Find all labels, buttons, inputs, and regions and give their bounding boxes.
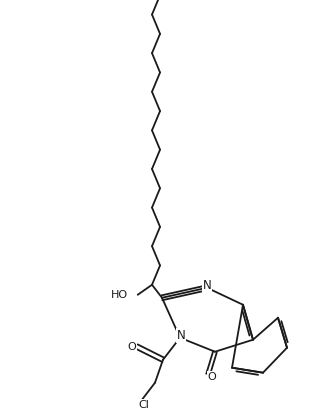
- Text: O: O: [127, 342, 136, 352]
- Text: Cl: Cl: [138, 399, 149, 410]
- Text: HO: HO: [111, 290, 129, 300]
- Text: N: N: [176, 329, 185, 342]
- Text: N: N: [203, 279, 211, 292]
- Text: O: O: [208, 372, 216, 382]
